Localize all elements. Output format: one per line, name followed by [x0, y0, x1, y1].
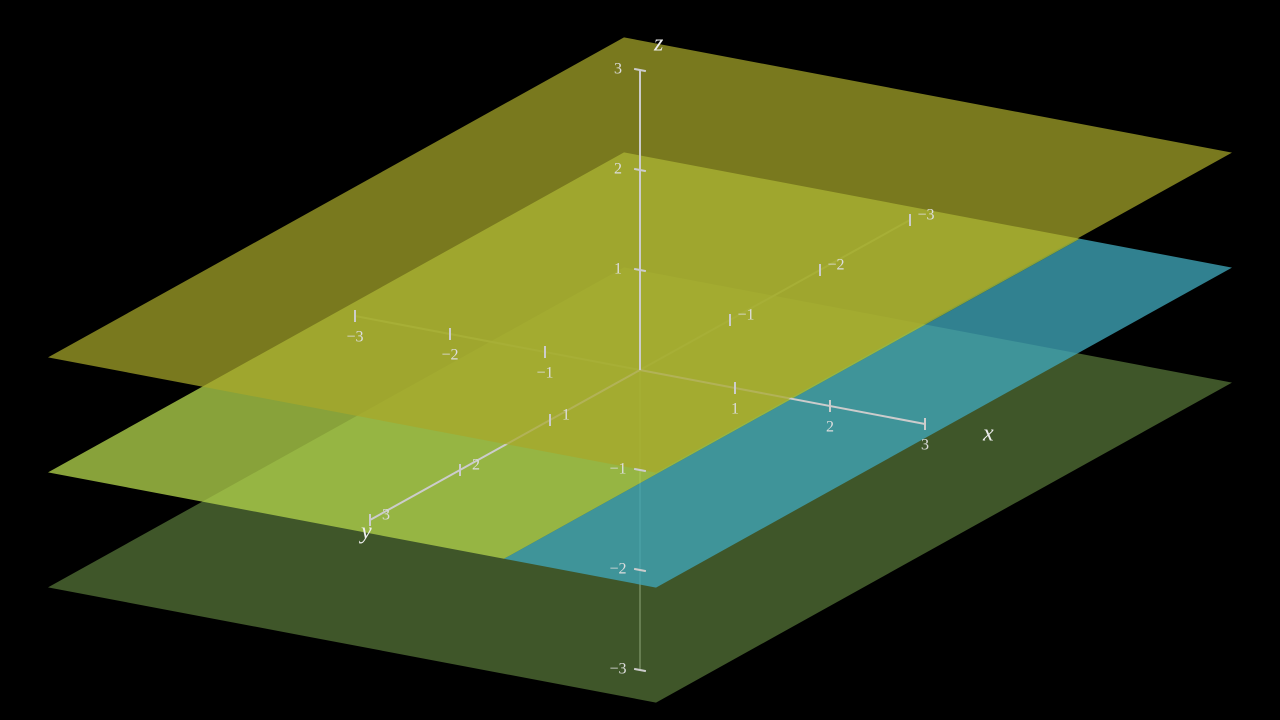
tick-label-x--3: −3 — [346, 329, 363, 346]
tick-label-y--1: −1 — [737, 307, 754, 324]
tick-label-z-2: 2 — [614, 161, 622, 178]
tick-label-y-1: 1 — [562, 407, 570, 424]
tick-label-x--2: −2 — [441, 347, 458, 364]
tick-label-x-2: 2 — [826, 419, 834, 436]
axis-label-y: y — [359, 519, 372, 545]
tick-label-z--2: −2 — [609, 561, 626, 578]
tick-label-y--2: −2 — [827, 257, 844, 274]
axis-label-x: x — [982, 421, 994, 447]
3d-axes-with-planes: −3 −2 −1 1 2 3 −3 −2 −1 1 2 3 −3 −2 −1 1 2 3 x y z — [0, 0, 1280, 720]
tick-label-x--1: −1 — [536, 365, 553, 382]
tick-label-y-2: 2 — [472, 457, 480, 474]
tick-label-z--3: −3 — [609, 661, 626, 678]
tick-label-x-1: 1 — [731, 401, 739, 418]
tick-label-y--3: −3 — [917, 207, 934, 224]
tick-label-z-1: 1 — [614, 261, 622, 278]
axis-label-z: z — [653, 31, 664, 57]
tick-label-x-3: 3 — [921, 437, 929, 454]
tick-label-z-3: 3 — [614, 61, 622, 78]
tick-label-y-3: 3 — [382, 507, 390, 524]
tick-label-z--1: −1 — [609, 461, 626, 478]
